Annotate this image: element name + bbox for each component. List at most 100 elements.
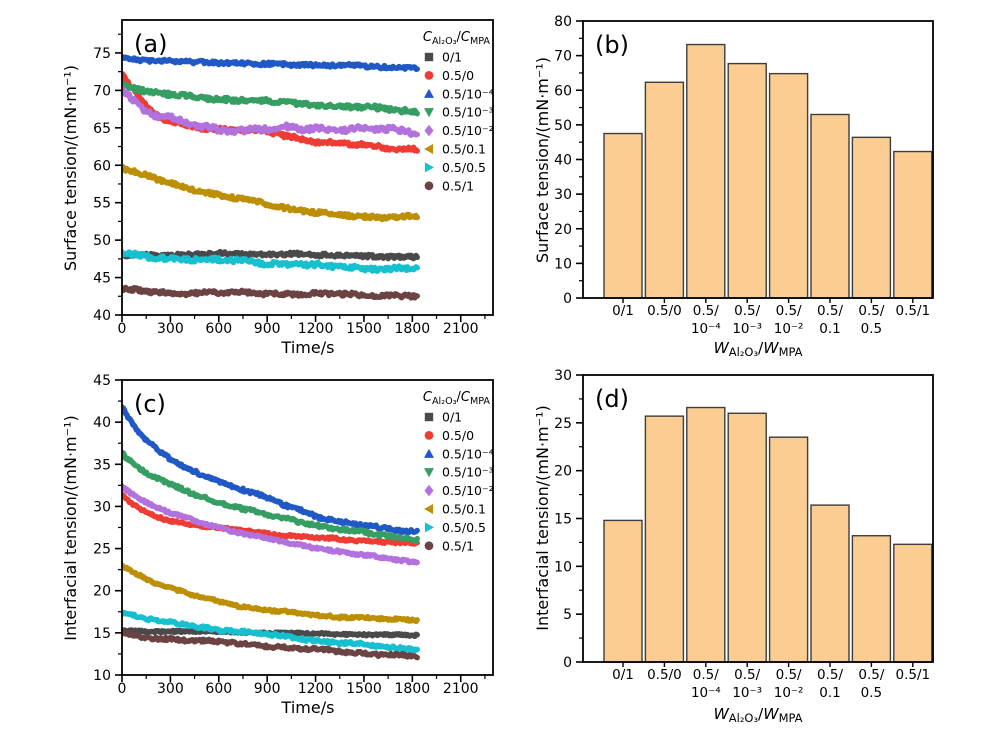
x-tick-label: 1500	[346, 681, 382, 697]
legend-label: 0.5/10⁻⁴	[442, 446, 494, 461]
y-axis: 0 10 20 30 40 50 60 70 80	[554, 14, 583, 307]
bar	[851, 136, 892, 299]
y-axis-title: Interfacial tension/(mN·m⁻¹)	[533, 405, 552, 631]
y-tick-label: 55	[93, 196, 111, 212]
legend: CAl₂O₃/CMPA 0/1 0.5/0 0.5/10⁻⁴ 0.5/10⁻³ 0.5/1…	[423, 390, 494, 553]
x-tick-label: 300	[157, 321, 184, 337]
x-tick-label: 2100	[443, 321, 479, 337]
legend-label: 0.5/10⁻³	[442, 105, 494, 120]
x-category-label: 0.5/1	[895, 667, 930, 683]
legend-marker-triangle-left	[424, 504, 434, 514]
y-tick-label: 25	[554, 416, 572, 432]
x-category-label: 0.1	[819, 685, 840, 701]
x-category-label: 10⁻³	[732, 321, 762, 337]
x-tick-label: 1500	[346, 321, 382, 337]
legend-label: 0.5/0	[442, 68, 474, 83]
x-axis: 0 300 600 900 1200 1500 1800 2100	[118, 315, 486, 337]
series-0-5-0-5	[122, 249, 420, 274]
y-tick-label: 5	[563, 607, 572, 623]
x-category-label: 0.5/	[858, 303, 884, 319]
x-category-label: 0/1	[612, 667, 634, 683]
x-tick-label: 1200	[298, 681, 334, 697]
legend-label: 0.5/0.5	[442, 520, 486, 535]
series-0-5-10-	[122, 79, 420, 117]
legend-label: 0.5/10⁻²	[442, 123, 494, 138]
bar	[810, 113, 850, 299]
bars-group	[603, 406, 933, 663]
y-tick-label: 10	[554, 559, 572, 575]
x-tick-label: 1800	[395, 681, 431, 697]
series-0-5-0-1	[122, 562, 420, 625]
y-axis: 0 5 10 15 20 25 30	[554, 368, 583, 671]
series-0-5-0-1	[122, 164, 420, 223]
x-axis: 0 300 600 900 1200 1500 1800 2100	[118, 675, 486, 697]
x-category-label: 0/1	[612, 303, 634, 319]
x-tick-label: 600	[205, 681, 232, 697]
series-group	[122, 54, 420, 301]
y-tick-label: 60	[93, 158, 111, 174]
plot-border	[582, 20, 934, 299]
x-axis-title: WAl₂O₃/WMPA	[713, 339, 802, 359]
x-category-label: 0.5/	[734, 667, 760, 683]
bar	[768, 436, 809, 663]
x-tick-label: 1800	[395, 321, 431, 337]
panel-d: 0 5 10 15 20 25 30 0/1 0.5/0 0.5/10⁻⁴ 0.5/10⁻³ 0.5/…	[533, 368, 934, 725]
bar	[810, 504, 850, 663]
y-tick-label: 50	[554, 118, 572, 134]
legend-label: 0.5/0	[442, 428, 474, 443]
legend-marker-square	[424, 52, 434, 62]
x-category-label: 10⁻³	[732, 685, 762, 701]
y-tick-label: 30	[554, 368, 572, 384]
x-category-label: 0.5/	[817, 303, 843, 319]
y-tick-label: 20	[93, 584, 111, 600]
y-axis: 40 45 50 55 60 65 70 75	[93, 33, 122, 324]
bar	[768, 72, 809, 299]
legend-title: CAl₂O₃/CMPA	[423, 30, 491, 47]
bar	[893, 543, 933, 663]
x-category-label: 0.5/	[776, 303, 802, 319]
legend-marker-triangle-left	[424, 144, 434, 154]
y-tick-label: 40	[554, 153, 572, 169]
y-tick-label: 60	[554, 83, 572, 99]
series-0-5-10-	[122, 483, 420, 566]
series-0-5-10-	[122, 450, 420, 545]
plot-border	[121, 379, 494, 676]
x-tick-label: 900	[254, 681, 281, 697]
legend-marker-circle	[424, 71, 434, 80]
x-category-label: 0.5/0	[647, 303, 682, 319]
legend-marker-triangle-right	[424, 162, 434, 173]
series-0-5-0-5	[122, 609, 420, 654]
legend-label: 0/1	[442, 410, 462, 425]
legend-marker-circle	[424, 431, 434, 440]
y-axis: 10 15 20 25 30 35 40 45	[93, 373, 122, 684]
panel-a: 40 45 50 55 60 65 70 75 0 300 600 900 1200 1500 1800 21…	[61, 19, 494, 357]
x-tick-label: 1200	[298, 321, 334, 337]
y-tick-label: 10	[93, 668, 111, 684]
x-category-label: 0.5/	[817, 667, 843, 683]
bar	[603, 132, 643, 299]
y-axis-title: Interfacial tension/(mN·m⁻¹)	[61, 415, 80, 641]
y-tick-label: 0	[563, 291, 572, 307]
plot-border	[121, 19, 494, 316]
legend-label: 0.5/10⁻³	[442, 465, 494, 480]
legend-marker-triangle-down	[424, 108, 434, 118]
series-0-5-0	[122, 70, 420, 154]
plot-border	[582, 374, 934, 663]
y-tick-label: 0	[563, 655, 572, 671]
bar	[727, 412, 767, 663]
legend-label: 0.5/10⁻⁴	[442, 86, 494, 101]
series-0-5-1	[122, 629, 420, 661]
legend-title: CAl₂O₃/CMPA	[423, 390, 491, 407]
x-tick-label: 0	[118, 321, 127, 337]
x-category-label: 0.5	[861, 685, 882, 701]
series-0-5-1	[122, 284, 420, 301]
y-tick-label: 20	[554, 222, 572, 238]
y-tick-label: 45	[93, 271, 111, 287]
bar	[644, 415, 685, 663]
x-tick-label: 300	[157, 681, 184, 697]
legend-label: 0.5/0.5	[442, 160, 486, 175]
legend-label: 0.5/1	[442, 178, 474, 193]
bar	[603, 519, 643, 663]
